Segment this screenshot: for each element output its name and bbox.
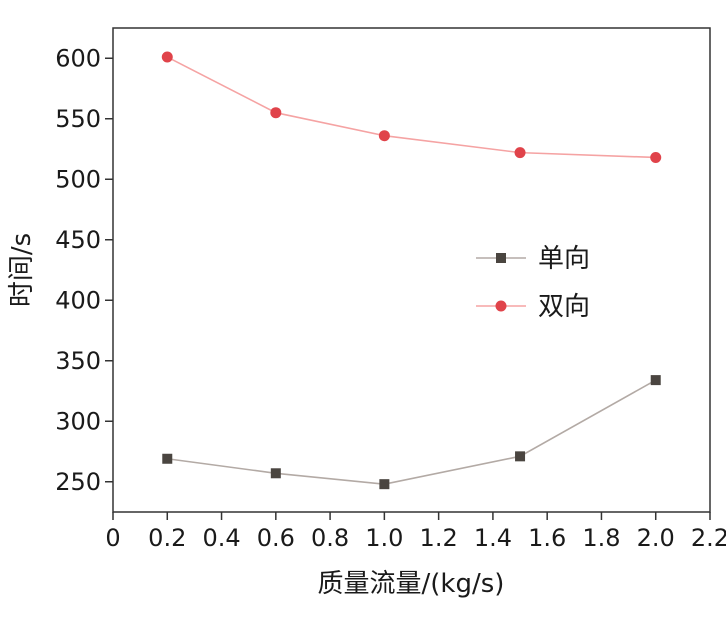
series-line-2: [166, 56, 656, 159]
x-tick-label: 0.8: [311, 524, 349, 552]
data-point: [650, 375, 661, 386]
y-tick-label: 400: [55, 286, 101, 314]
y-tick-label: 500: [55, 165, 101, 193]
y-tick-label: 450: [55, 226, 101, 254]
y-tick-label: 600: [55, 44, 101, 72]
x-tick-label: 0.2: [148, 524, 186, 552]
data-point: [379, 479, 390, 490]
x-tick-label: 2.0: [637, 524, 675, 552]
x-tick-label: 2.2: [691, 524, 726, 552]
x-tick-label: 1.4: [474, 524, 512, 552]
series-line-1: [167, 379, 657, 485]
data-point: [650, 151, 662, 163]
data-point: [161, 51, 173, 63]
plot-frame: [112, 27, 711, 513]
x-axis-title: 质量流量/(kg/s): [318, 569, 505, 599]
legend-label: 单向: [538, 244, 590, 274]
x-tick-label: 1.0: [365, 524, 403, 552]
legend-marker: [496, 253, 506, 263]
data-point: [378, 130, 390, 142]
x-tick-label: 1.2: [420, 524, 458, 552]
x-tick-label: 1.6: [528, 524, 566, 552]
x-tick-label: 0.6: [257, 524, 295, 552]
x-tick-label: 0.4: [202, 524, 240, 552]
x-tick-label: 1.8: [582, 524, 620, 552]
legend-label: 双向: [538, 292, 590, 322]
y-axis-title: 时间/s: [7, 233, 37, 307]
legend-marker: [495, 300, 507, 312]
y-tick-label: 550: [55, 105, 101, 133]
x-tick-label: 0: [105, 524, 120, 552]
data-point: [162, 453, 173, 464]
data-point: [514, 147, 526, 159]
data-point: [515, 451, 526, 462]
data-point: [270, 468, 281, 479]
y-tick-label: 250: [55, 468, 101, 496]
y-tick-label: 300: [55, 407, 101, 435]
data-point: [270, 107, 282, 119]
y-tick-label: 350: [55, 347, 101, 375]
